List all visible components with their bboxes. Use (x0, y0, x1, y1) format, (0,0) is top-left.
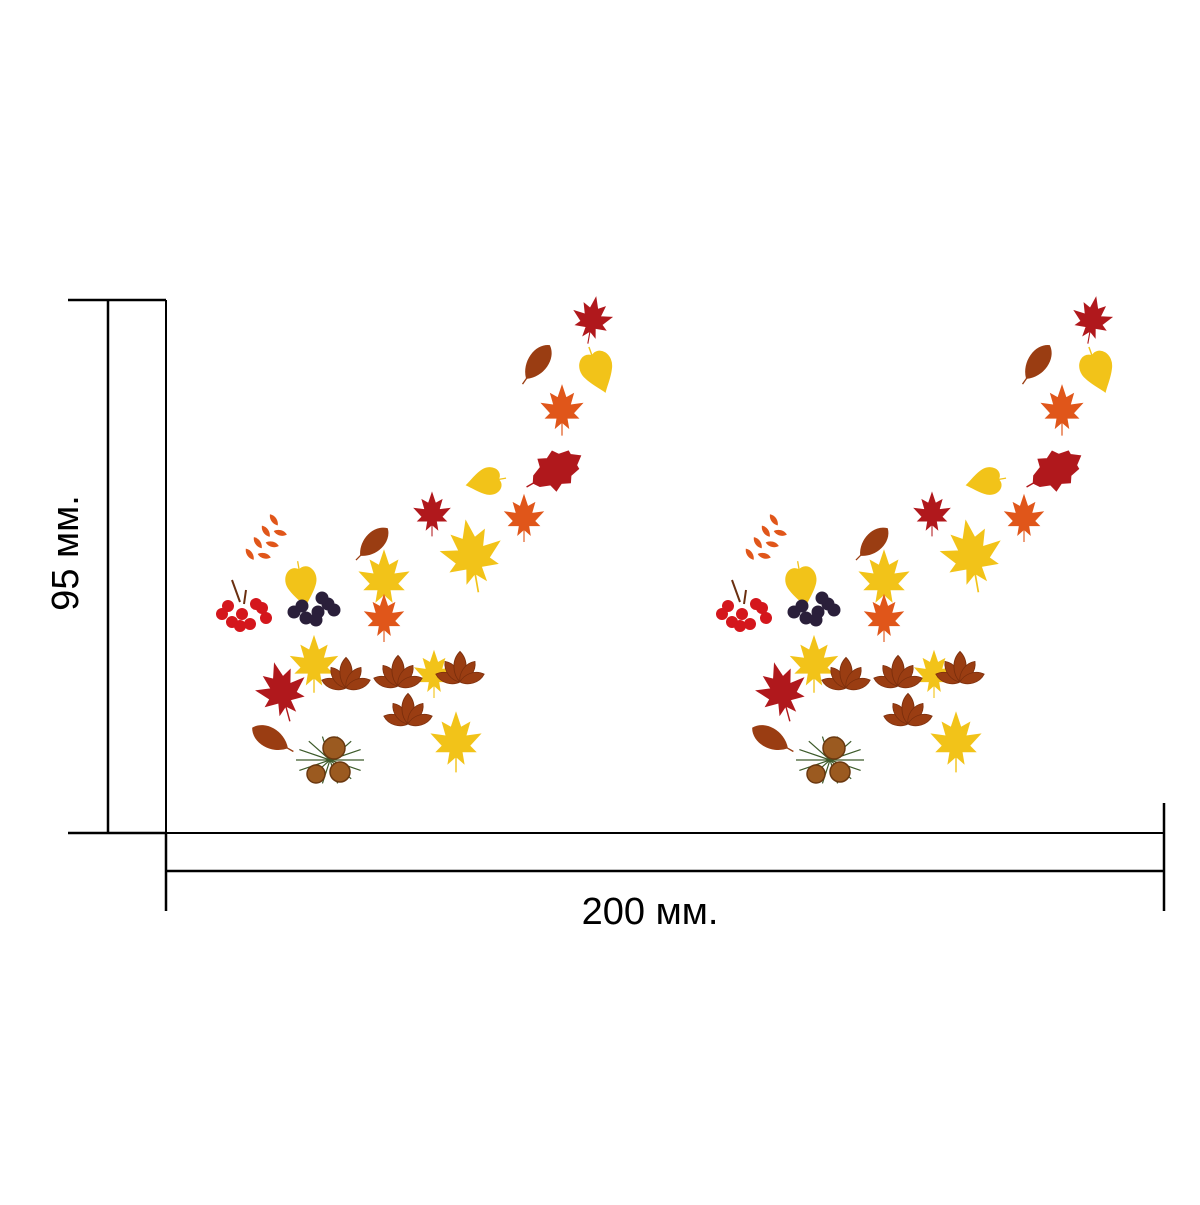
serrated-leaf (1016, 439, 1090, 504)
pine-cones (296, 736, 364, 784)
maple-leaf (1004, 494, 1044, 543)
oval-leaf (247, 719, 299, 761)
rowan-leaf (243, 512, 288, 562)
rowan-leaf (743, 512, 788, 562)
maple-leaf (504, 494, 544, 543)
maple-leaf (1041, 385, 1083, 437)
chestnut-leaf (371, 654, 425, 692)
maple-leaf (364, 594, 404, 643)
decal-artwork-right (716, 294, 1121, 784)
maple-leaf (431, 712, 481, 774)
rowan-berries (716, 579, 772, 632)
maple-leaf (413, 492, 451, 537)
height-label: 95 мм. (45, 495, 87, 611)
birch-leaf (573, 340, 621, 398)
rowan-berries (216, 579, 272, 632)
birch-leaf (463, 464, 509, 499)
maple-leaf (931, 712, 981, 774)
pine-cones (796, 736, 864, 784)
maple-leaf (568, 294, 615, 348)
chokeberry-cluster (787, 591, 841, 627)
chestnut-leaf (871, 654, 925, 692)
oval-leaf (1014, 339, 1058, 391)
decal-artwork-left (216, 294, 621, 784)
maple-leaf (1068, 294, 1115, 348)
birch-leaf (1073, 340, 1121, 398)
serrated-leaf (516, 439, 590, 504)
width-label: 200 мм. (581, 891, 719, 933)
maple-leaf (436, 516, 508, 599)
chokeberry-cluster (287, 591, 341, 627)
chestnut-leaf (881, 692, 935, 730)
maple-leaf (936, 516, 1008, 599)
oval-leaf (747, 719, 799, 761)
maple-leaf (864, 594, 904, 643)
birch-leaf (963, 464, 1009, 499)
dimension-lines (68, 298, 1166, 911)
oval-leaf (514, 339, 558, 391)
chestnut-leaf (381, 692, 435, 730)
maple-leaf (913, 492, 951, 537)
maple-leaf (541, 385, 583, 437)
